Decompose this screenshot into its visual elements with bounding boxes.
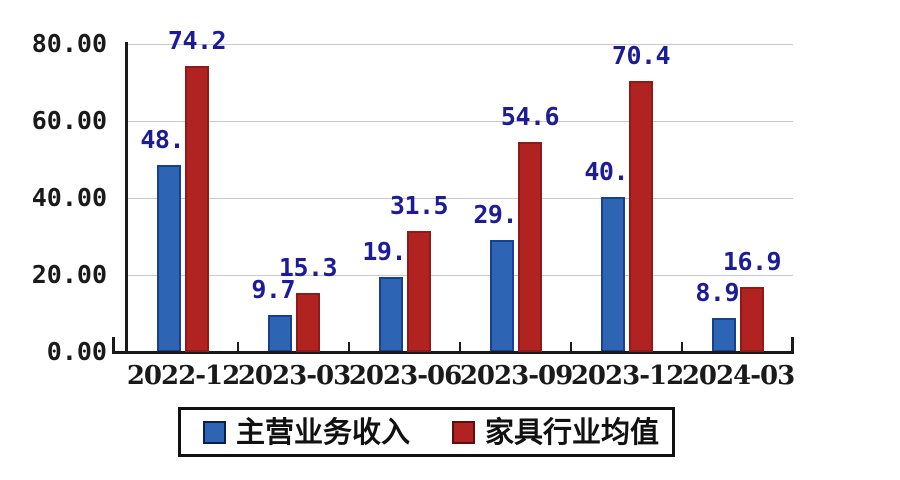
x-axis-left-cap — [112, 337, 115, 352]
x-axis-right-cap — [791, 337, 794, 352]
x-axis-tick — [681, 342, 683, 352]
legend: 主营业务收入 家具行业均值 — [178, 407, 675, 457]
gridline — [127, 44, 793, 45]
value-label-industry-average: 74.2 — [167, 26, 227, 55]
value-label-main-revenue: 40. — [584, 157, 628, 186]
gridline — [127, 198, 793, 199]
value-label-industry-average: 31.5 — [389, 191, 449, 220]
x-tick-label: 2022-12 — [126, 361, 240, 391]
bar-main-revenue — [268, 315, 292, 352]
x-axis-tick — [237, 342, 239, 352]
bar-main-revenue — [379, 277, 403, 352]
y-tick-label: 80.00 — [31, 29, 107, 58]
y-tick-label: 20.00 — [31, 260, 107, 289]
value-label-industry-average: 16.9 — [722, 247, 782, 276]
value-label-main-revenue: 19. — [362, 237, 406, 266]
bar-main-revenue — [712, 318, 736, 352]
legend-swatch-red — [452, 420, 476, 444]
legend-label-industry-average: 家具行业均值 — [485, 415, 660, 449]
legend-swatch-blue — [203, 420, 226, 444]
bar-main-revenue — [157, 165, 181, 352]
x-tick-label: 2024-03 — [681, 361, 795, 391]
value-label-main-revenue: 48. — [140, 125, 184, 154]
bar-industry-average — [518, 142, 542, 352]
legend-item-main-revenue: 主营业务收入 — [203, 417, 410, 447]
x-axis-tick — [459, 342, 461, 352]
value-label-industry-average: 54.6 — [500, 102, 560, 131]
value-label-main-revenue: 8.9 — [695, 278, 739, 307]
legend-item-industry-average: 家具行业均值 — [452, 417, 659, 447]
gridline — [127, 121, 793, 122]
value-label-industry-average: 70.4 — [611, 41, 671, 70]
bar-industry-average — [185, 66, 209, 352]
y-tick-label: 60.00 — [31, 106, 107, 135]
value-label-industry-average: 15.3 — [278, 253, 338, 282]
legend-label-main-revenue: 主营业务收入 — [236, 415, 411, 449]
x-tick-label: 2023-12 — [570, 361, 684, 391]
bar-main-revenue — [490, 240, 514, 352]
bar-industry-average — [740, 287, 764, 352]
x-tick-label: 2023-03 — [237, 361, 351, 391]
x-tick-label: 2023-06 — [348, 361, 462, 391]
value-label-main-revenue: 9.7 — [251, 275, 295, 304]
y-tick-label: 0.00 — [46, 337, 107, 366]
x-tick-label: 2023-09 — [459, 361, 573, 391]
bar-main-revenue — [601, 197, 625, 352]
bar-industry-average — [629, 81, 653, 352]
x-axis-tick — [348, 342, 350, 352]
bar-industry-average — [407, 231, 431, 352]
x-axis — [112, 351, 794, 354]
value-label-main-revenue: 29. — [473, 200, 517, 229]
y-tick-label: 40.00 — [31, 183, 107, 212]
x-axis-tick — [570, 342, 572, 352]
gridline — [127, 275, 793, 276]
y-axis — [125, 42, 128, 354]
bar-industry-average — [296, 293, 320, 352]
